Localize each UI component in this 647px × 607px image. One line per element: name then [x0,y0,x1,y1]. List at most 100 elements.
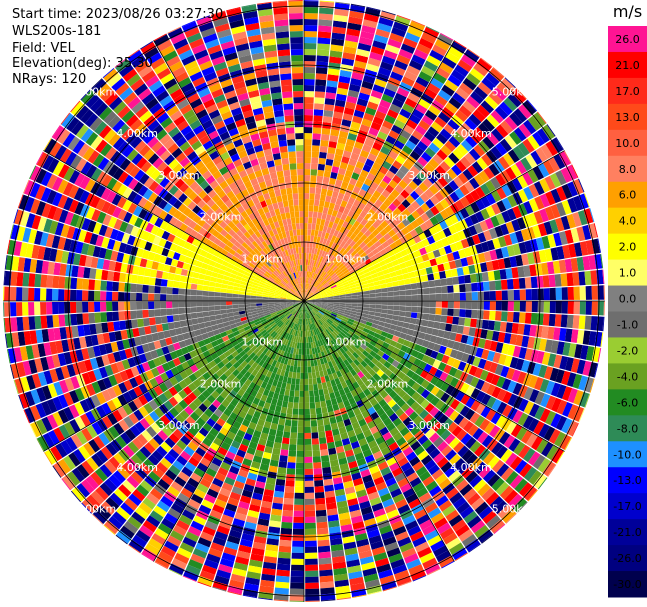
velocity-gate [473,86,488,100]
velocity-gate [313,315,319,322]
velocity-gate [195,361,204,370]
velocity-gate [359,86,372,96]
velocity-gate [306,318,309,325]
velocity-gate [296,311,300,318]
velocity-gate [317,275,322,282]
velocity-gate [381,10,396,16]
velocity-gate [318,389,324,396]
velocity-gate [252,281,260,287]
velocity-gate [246,571,261,580]
velocity-gate [334,358,340,366]
velocity-gate [495,445,508,459]
velocity-gate [257,286,265,291]
velocity-gate [97,379,107,392]
velocity-gate [392,564,408,575]
velocity-gate [493,321,501,332]
velocity-gate [413,445,425,456]
velocity-gate [117,406,128,419]
velocity-gate [388,202,397,212]
velocity-gate [484,421,496,435]
velocity-gate [272,447,281,456]
velocity-gate [385,408,395,418]
velocity-gate [368,95,381,105]
velocity-gate [278,461,288,469]
velocity-gate [316,321,321,327]
velocity-gate [378,67,392,77]
velocity-gate [576,256,585,272]
velocity-gate [354,245,362,253]
velocity-gate [294,304,300,310]
velocity-gate [304,522,316,529]
velocity-gate [213,356,222,365]
velocity-gate [299,318,302,325]
velocity-gate [591,238,601,254]
velocity-gate [480,406,492,418]
velocity-gate [241,353,249,361]
velocity-gate [135,529,151,543]
velocity-gate [371,212,380,221]
velocity-gate [523,448,536,463]
velocity-gate [148,301,155,310]
velocity-gate [230,573,246,583]
velocity-gate [232,330,240,337]
velocity-gate [409,277,417,284]
velocity-gate [550,137,564,153]
velocity-gate [118,484,132,498]
velocity-gate [57,394,69,409]
velocity-gate [480,196,491,208]
velocity-gate [251,287,258,292]
velocity-gate [357,495,369,504]
velocity-gate [169,265,177,274]
velocity-gate [292,347,297,355]
velocity-gate [172,524,187,537]
velocity-gate [310,163,318,170]
velocity-gate [509,474,524,489]
velocity-gate [483,291,490,301]
velocity-gate [333,482,344,491]
velocity-gate [315,407,322,415]
velocity-gate [130,366,140,377]
velocity-gate [331,222,338,230]
velocity-gate [470,91,484,105]
velocity-gate [475,379,485,391]
velocity-gate [167,322,175,330]
velocity-gate [44,449,58,465]
velocity-gate [284,389,290,396]
velocity-gate [354,141,364,150]
velocity-gate [316,313,322,318]
velocity-gate [387,250,395,258]
velocity-gate [376,224,384,233]
velocity-gate [110,439,123,453]
velocity-gate [430,77,444,90]
velocity-gate [325,288,332,293]
velocity-gate [239,538,253,548]
velocity-gate [340,361,347,369]
velocity-gate [347,132,358,142]
velocity-gate [294,384,300,391]
velocity-gate [133,386,143,397]
velocity-gate [247,408,256,417]
velocity-gate [348,256,356,264]
velocity-gate [328,520,340,528]
velocity-gate [236,324,244,331]
velocity-gate [332,288,339,292]
velocity-gate [160,457,172,469]
velocity-gate [264,286,271,290]
velocity-gate [346,356,354,364]
velocity-gate [261,361,268,369]
velocity-gate [40,315,48,329]
velocity-gate [304,504,315,511]
velocity-gate [132,327,140,338]
velocity-gate [314,103,324,110]
velocity-gate [22,227,32,243]
velocity-gate [133,409,144,421]
velocity-gate [317,284,323,290]
velocity-gate [232,377,240,385]
velocity-gate [332,20,347,29]
velocity-gate [187,441,199,452]
velocity-gate [95,449,109,464]
velocity-gate [329,416,337,425]
velocity-gate [154,316,162,325]
velocity-gate [535,237,545,251]
velocity-gate [319,575,334,583]
